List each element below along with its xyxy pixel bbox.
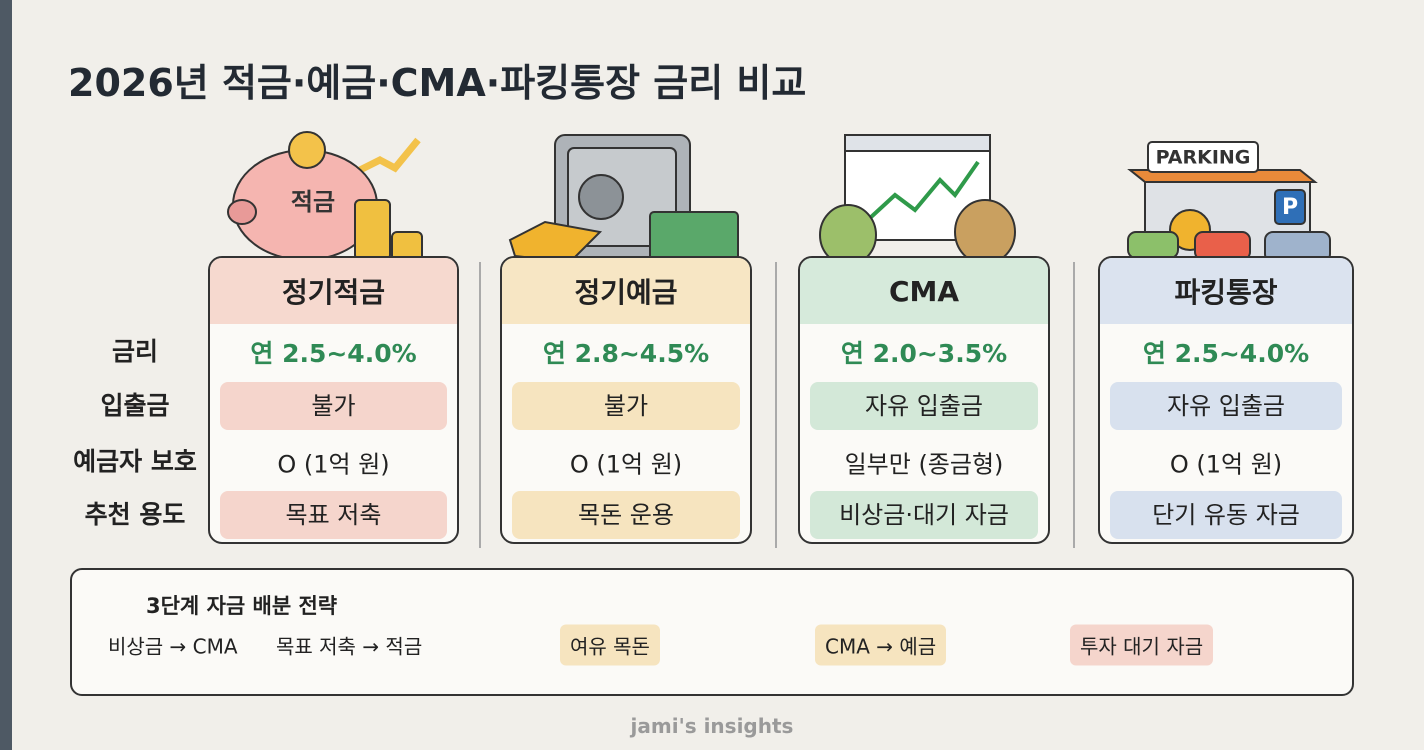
strategy-item: 여유 목돈 [560,624,660,666]
product-protection: 일부만 (종금형) [844,450,1004,479]
piggy-icon: 적금 [227,131,423,265]
product-rate: 연 2.5~4.0% [250,339,417,368]
strategy-item: 투자 대기 자금 [1070,624,1214,666]
safe-icon [508,134,739,264]
product-withdrawal: 불가 [220,382,447,430]
strategy-item: CMA → 예금 [815,624,947,666]
product-purpose: 비상금·대기 자금 [810,491,1038,539]
product-withdrawal: 자유 입출금 [1110,382,1342,430]
row-label: 추천 용도 [84,500,186,529]
product-purpose: 단기 유동 자금 [1110,491,1342,539]
product-name: 정기적금 [210,258,457,324]
product-protection: O (1억 원) [1169,450,1283,479]
product-withdrawal: 불가 [512,382,740,430]
strategy-item: 목표 저축 → 적금 [276,634,423,659]
product-protection: O (1억 원) [569,450,683,479]
product-name: 정기예금 [502,258,750,324]
strategy-item: 비상금 → CMA [108,634,238,659]
icon-text: 적금 [291,188,335,216]
product-rate: 연 2.0~3.5% [840,339,1008,368]
side-stripe [0,0,12,750]
product-withdrawal: 자유 입출금 [810,382,1038,430]
strategy-title: 3단계 자금 배분 전략 [146,594,338,618]
product-name: CMA [800,258,1048,324]
product-rate: 연 2.5~4.0% [1142,339,1310,368]
product-rate: 연 2.8~4.5% [542,339,710,368]
footer: jami's insights [630,714,794,738]
product-purpose: 목돈 운용 [512,491,740,539]
cma-icon [819,134,1016,266]
parking-icon: PARKING P [1127,141,1331,263]
row-label: 입출금 [100,391,170,420]
product-purpose: 목표 저축 [220,491,447,539]
icon-text: PARKING [1156,147,1251,169]
product-name: 파킹통장 [1100,258,1352,324]
product-protection: O (1억 원) [277,450,390,479]
icon-text: P [1282,195,1298,220]
title: 2026년 적금·예금·CMA·파킹통장 금리 비교 [68,61,807,105]
row-label: 예금자 보호 [73,447,197,476]
row-label: 금리 [111,337,158,366]
